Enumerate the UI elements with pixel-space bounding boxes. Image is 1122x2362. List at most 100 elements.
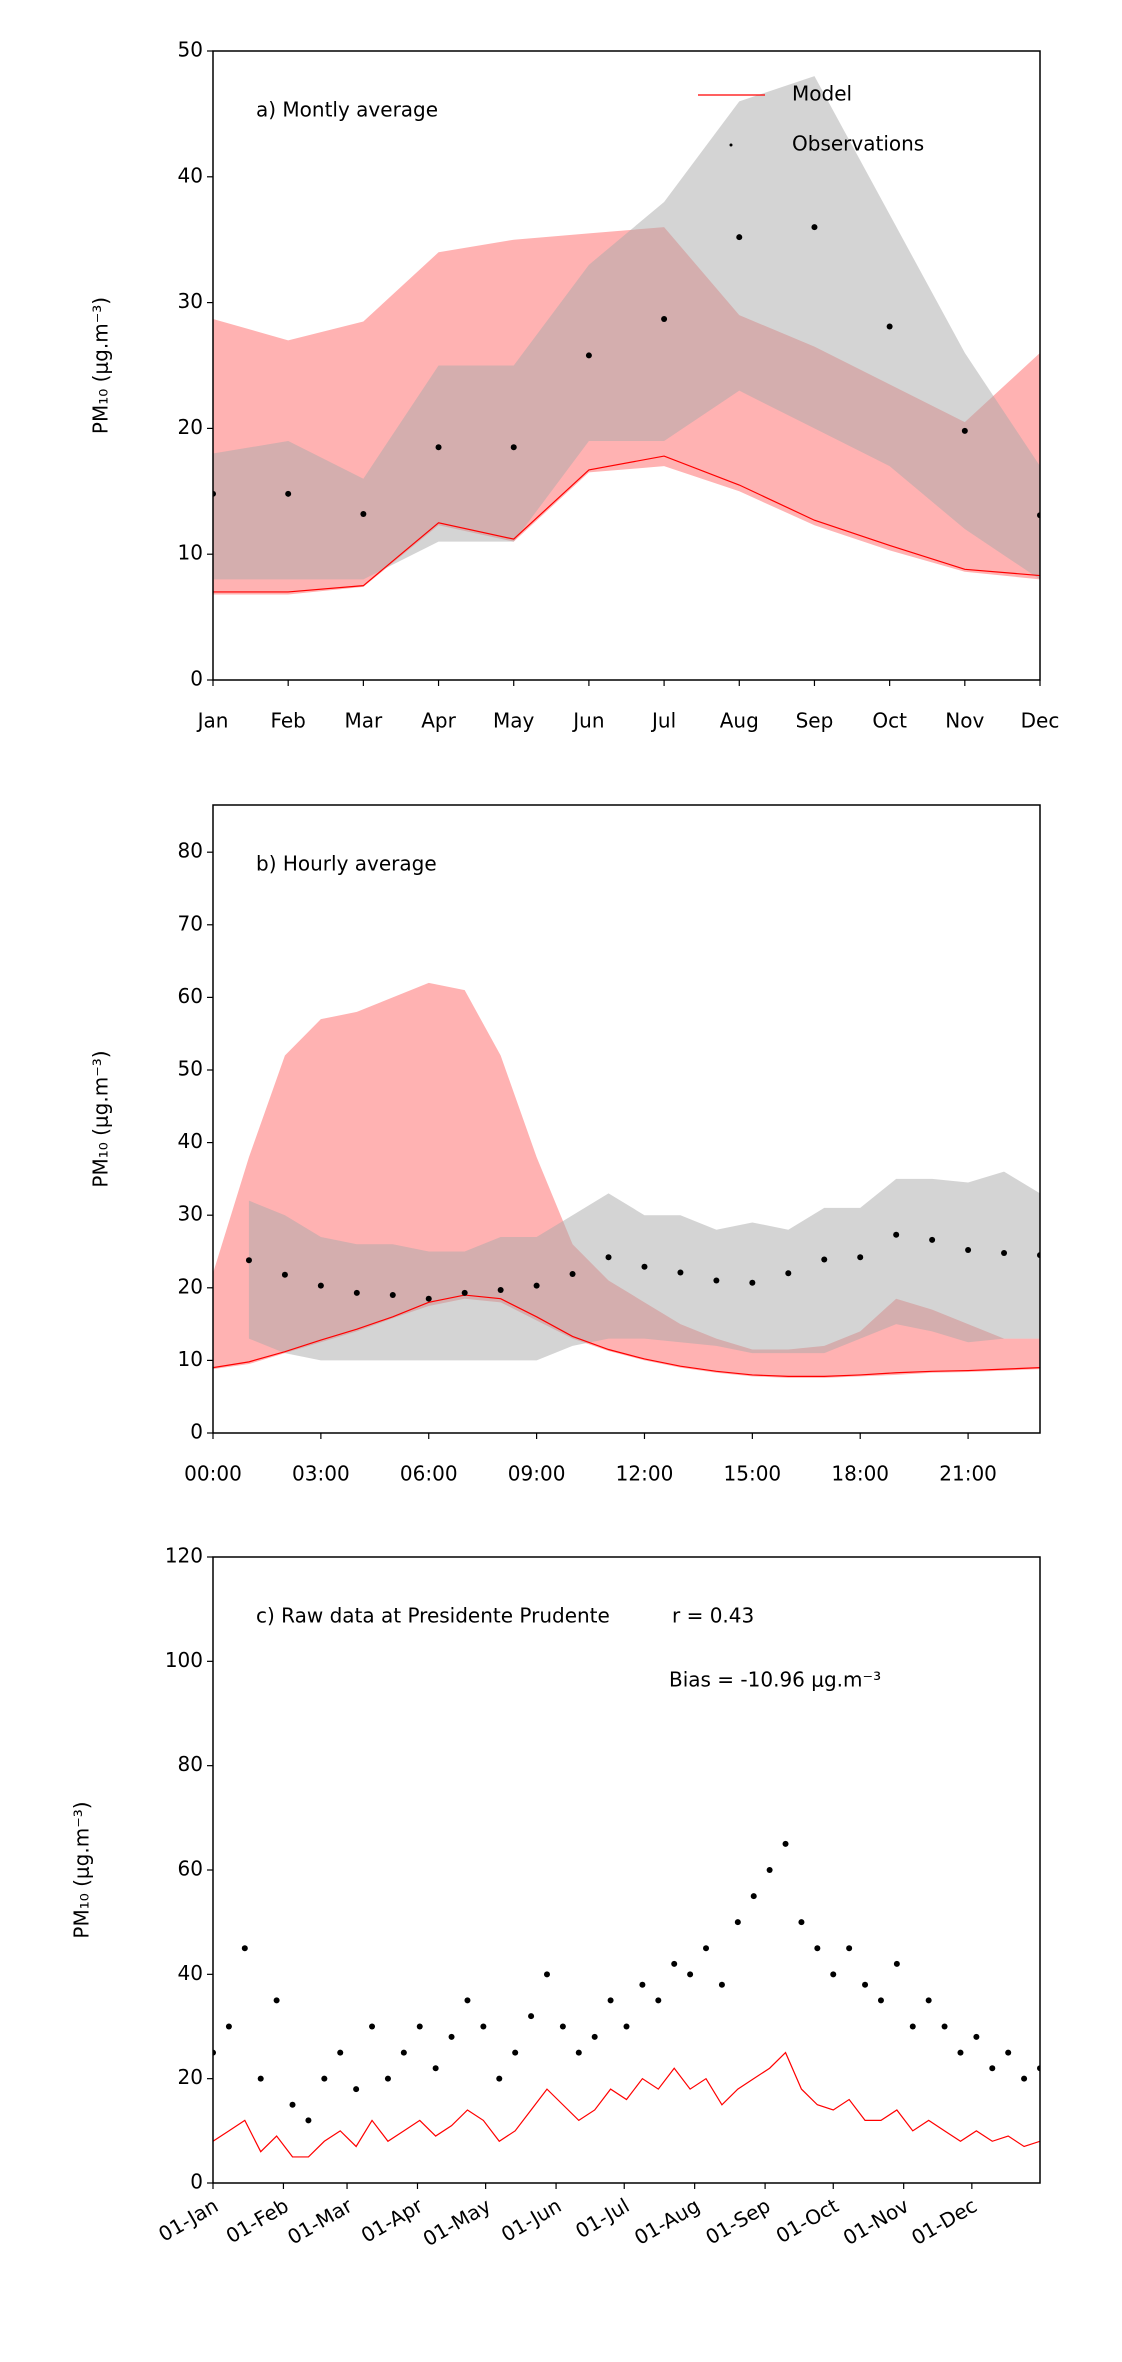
y-tick-label: 50 — [178, 38, 203, 62]
legend-label: Observations — [792, 132, 924, 156]
obs-dot — [569, 1271, 576, 1278]
obs-dot — [713, 1277, 720, 1284]
y-axis-label: PM₁₀ (μg.m⁻³) — [89, 297, 113, 434]
obs-dot — [957, 2049, 964, 2056]
obs-dot — [317, 1282, 324, 1289]
obs-dot — [353, 1289, 360, 1296]
obs-dot — [703, 1945, 710, 1952]
annotation: r = 0.43 — [672, 1604, 754, 1628]
obs-dot — [241, 1945, 248, 1952]
obs-dot — [718, 1981, 725, 1988]
y-tick-label: 80 — [178, 839, 203, 863]
y-tick-label: 120 — [165, 1544, 203, 1568]
legend-label: Model — [792, 82, 852, 106]
y-tick-label: 50 — [178, 1056, 203, 1080]
x-tick-label: 01-Jun — [497, 2193, 565, 2246]
obs-dot — [846, 1945, 853, 1952]
x-tick-label: 01-Aug — [630, 2193, 704, 2249]
obs-dot — [750, 1893, 757, 1900]
legend-swatch — [729, 143, 733, 147]
y-tick-label: 80 — [178, 1752, 203, 1776]
obs-dot — [353, 2086, 360, 2093]
x-tick-label: 01-Nov — [839, 2193, 913, 2250]
y-tick-label: 30 — [178, 289, 203, 313]
annotation: Bias = -10.96 μg.m⁻³ — [669, 1668, 881, 1692]
obs-dot — [973, 2033, 980, 2040]
obs-dot — [480, 2023, 487, 2030]
obs-dot — [929, 1236, 936, 1243]
obs-dot — [1001, 1249, 1008, 1256]
obs-dot — [811, 224, 818, 231]
x-tick-label: 01-Oct — [772, 2193, 843, 2248]
x-tick-label: 01-Jul — [571, 2193, 633, 2243]
obs-dot — [528, 2013, 535, 2020]
obs-dot — [559, 2023, 566, 2030]
obs-dot — [585, 352, 592, 359]
obs-dot — [607, 1997, 614, 2004]
y-tick-label: 0 — [190, 1420, 203, 1444]
obs-dot — [225, 2023, 232, 2030]
x-tick-label: 01-Feb — [222, 2193, 293, 2248]
obs-dot — [965, 1247, 972, 1254]
y-axis-label: PM₁₀ (μg.m⁻³) — [89, 1050, 113, 1187]
obs-dot — [814, 1945, 821, 1952]
obs-dot — [671, 1960, 678, 1967]
x-tick-label: Jul — [650, 709, 676, 733]
obs-dot — [639, 1981, 646, 1988]
obs-dot — [989, 2065, 996, 2072]
y-tick-label: 30 — [178, 1202, 203, 1226]
obs-dot — [909, 2023, 916, 2030]
obs-dot — [369, 2023, 376, 2030]
y-tick-label: 40 — [178, 1129, 203, 1153]
obs-dot — [400, 2049, 407, 2056]
y-tick-label: 20 — [178, 2065, 203, 2089]
y-tick-label: 60 — [178, 984, 203, 1008]
obs-dot — [425, 1295, 432, 1302]
x-tick-label: 12:00 — [616, 1462, 674, 1486]
obs-dot — [512, 2049, 519, 2056]
obs-dot — [416, 2023, 423, 2030]
obs-dot — [830, 1971, 837, 1978]
x-tick-label: Nov — [945, 709, 984, 733]
plot-area — [213, 76, 1040, 595]
axes-frame — [212, 804, 1041, 1434]
obs-dot — [245, 1257, 252, 1264]
obs-dot — [641, 1263, 648, 1270]
obs-dot — [623, 2023, 630, 2030]
obs-dot — [321, 2075, 328, 2082]
obs-dot — [877, 1997, 884, 2004]
plot-area — [213, 982, 1040, 1378]
obs-dot — [435, 444, 442, 451]
obs-dot — [736, 234, 743, 241]
obs-dot — [785, 1270, 792, 1277]
y-tick-label: 70 — [178, 911, 203, 935]
x-tick-label: 01-Jan — [154, 2193, 222, 2246]
y-tick-label: 0 — [190, 667, 203, 691]
x-tick-label: Jun — [571, 709, 604, 733]
obs-dot — [496, 2075, 503, 2082]
obs-dot — [281, 1271, 288, 1278]
axes-frame — [212, 50, 1041, 681]
annotation: b) Hourly average — [256, 852, 437, 876]
x-tick-label: 09:00 — [508, 1462, 566, 1486]
x-tick-label: 06:00 — [400, 1462, 458, 1486]
y-tick-label: 10 — [178, 1347, 203, 1371]
x-tick-label: 18:00 — [831, 1462, 889, 1486]
y-tick-label: 40 — [178, 1961, 203, 1985]
obs-dot — [510, 444, 517, 451]
model-line — [213, 1294, 1040, 1377]
y-tick-label: 0 — [190, 2170, 203, 2194]
x-tick-label: Dec — [1021, 709, 1060, 733]
y-tick-label: 60 — [178, 1857, 203, 1881]
x-tick-label: Oct — [872, 709, 907, 733]
y-tick-label: 20 — [178, 415, 203, 439]
x-tick-label: Mar — [344, 709, 383, 733]
band — [213, 76, 1040, 580]
obs-dot — [766, 1867, 773, 1873]
obs-dot — [862, 1981, 869, 1988]
obs-dot — [289, 2101, 296, 2108]
obs-dot — [798, 1919, 805, 1926]
obs-dot — [961, 427, 968, 434]
x-tick-label: 03:00 — [292, 1462, 350, 1486]
